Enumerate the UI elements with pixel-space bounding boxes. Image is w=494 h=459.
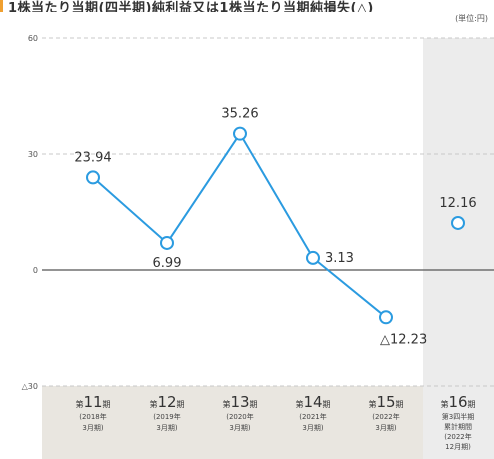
category-sublabel: (2022年 <box>372 412 400 421</box>
unit-label: (単位:円) <box>455 14 488 23</box>
category-sublabel: 第3四半期 <box>442 412 474 421</box>
data-label: 6.99 <box>153 256 182 271</box>
chart-title-bar: 1株当たり当期(四半期)純利益又は1株当たり当期純損失(△) <box>0 0 494 12</box>
category-sublabel: 3月期) <box>156 424 177 432</box>
category-sublabel: (2020年 <box>226 412 254 421</box>
data-label: 23.94 <box>74 150 111 165</box>
category-sublabel: (2018年 <box>79 412 107 421</box>
category-sublabel: 3月期) <box>375 424 396 432</box>
y-tick-label: △30 <box>22 382 38 391</box>
series-line <box>92 131 387 319</box>
data-label: △12.23 <box>380 332 427 347</box>
data-label: 12.16 <box>439 196 476 211</box>
title-accent-bar <box>0 0 3 12</box>
category-sublabel: 累計期間 <box>444 422 472 431</box>
data-point <box>233 126 247 141</box>
category-sublabel: 12月期) <box>445 443 471 451</box>
data-point <box>379 310 393 325</box>
category-label: 第12期 <box>149 393 184 411</box>
y-tick-label: 0 <box>33 266 38 275</box>
data-point <box>306 250 320 265</box>
chart-title: 1株当たり当期(四半期)純利益又は1株当たり当期純損失(△) <box>8 1 374 12</box>
category-label: 第14期 <box>295 393 330 411</box>
data-point <box>451 215 465 230</box>
category-sublabel: 3月期) <box>229 424 250 432</box>
category-label: 第13期 <box>222 393 257 411</box>
data-point <box>160 235 174 250</box>
data-point <box>86 170 100 185</box>
data-label: 35.26 <box>221 107 258 122</box>
category-sublabel: 3月期) <box>302 424 323 432</box>
category-label: 第15期 <box>368 393 403 411</box>
category-label: 第16期 <box>440 393 475 411</box>
y-tick-label: 60 <box>28 34 38 43</box>
category-label: 第11期 <box>75 393 110 411</box>
category-sublabel: (2021年 <box>299 412 327 421</box>
category-sublabel: (2022年 <box>444 432 472 441</box>
category-axis-band <box>42 386 423 459</box>
category-sublabel: (2019年 <box>153 412 181 421</box>
data-label: 3.13 <box>325 251 354 266</box>
y-tick-label: 30 <box>28 150 38 159</box>
highlight-period-bg <box>423 38 494 459</box>
category-sublabel: 3月期) <box>82 424 103 432</box>
